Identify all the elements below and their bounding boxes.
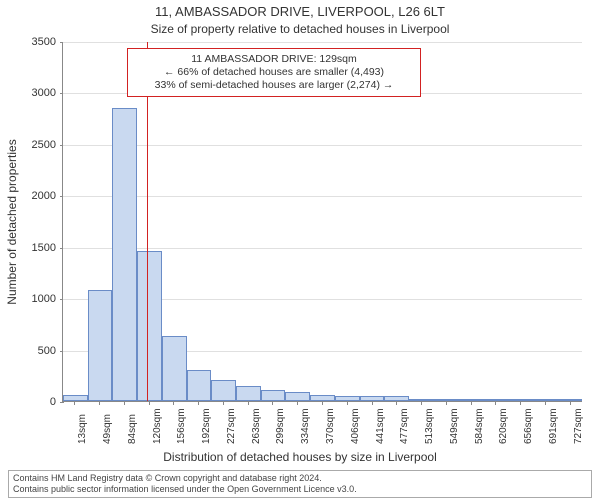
- x-tick-label: 263sqm: [251, 408, 262, 444]
- x-tick-label: 49sqm: [102, 414, 113, 444]
- x-tick-label: 584sqm: [474, 408, 485, 444]
- histogram-bar: [310, 395, 335, 401]
- histogram-bar: [162, 336, 187, 401]
- x-tick-mark: [372, 401, 373, 405]
- y-tick-label: 1500: [18, 242, 56, 254]
- histogram-bar: [508, 399, 533, 401]
- x-tick-label: 370sqm: [325, 408, 336, 444]
- footer-line-2: Contains public sector information licen…: [13, 484, 587, 495]
- x-tick-mark: [322, 401, 323, 405]
- x-tick-label: 334sqm: [300, 408, 311, 444]
- x-tick-label: 656sqm: [523, 408, 534, 444]
- x-tick-mark: [396, 401, 397, 405]
- chart-container: 11, AMBASSADOR DRIVE, LIVERPOOL, L26 6LT…: [0, 0, 600, 500]
- histogram-bar: [211, 380, 236, 401]
- x-tick-mark: [446, 401, 447, 405]
- y-tick-label: 2000: [18, 190, 56, 202]
- histogram-bar: [533, 399, 558, 401]
- x-tick-mark: [347, 401, 348, 405]
- x-tick-label: 441sqm: [375, 408, 386, 444]
- x-tick-label: 727sqm: [573, 408, 584, 444]
- histogram-bar: [459, 399, 484, 401]
- x-tick-mark: [149, 401, 150, 405]
- x-tick-mark: [74, 401, 75, 405]
- histogram-bar: [360, 396, 385, 401]
- page-subtitle: Size of property relative to detached ho…: [0, 22, 600, 36]
- annotation-line-2: ← 66% of detached houses are smaller (4,…: [134, 66, 414, 79]
- x-tick-label: 13sqm: [77, 414, 88, 444]
- x-tick-mark: [223, 401, 224, 405]
- y-tick-label: 3000: [18, 87, 56, 99]
- x-tick-label: 84sqm: [127, 414, 138, 444]
- x-tick-mark: [471, 401, 472, 405]
- histogram-bar: [236, 386, 261, 401]
- page-title: 11, AMBASSADOR DRIVE, LIVERPOOL, L26 6LT: [0, 4, 600, 19]
- y-tick-label: 0: [18, 396, 56, 408]
- y-tick-label: 2500: [18, 139, 56, 151]
- y-tick-label: 500: [18, 345, 56, 357]
- histogram-bar: [384, 396, 409, 401]
- y-tick-label: 3500: [18, 36, 56, 48]
- histogram-bar: [112, 108, 137, 401]
- histogram-bar: [285, 392, 310, 401]
- x-tick-label: 192sqm: [201, 408, 212, 444]
- histogram-bar: [335, 396, 360, 401]
- histogram-bar: [137, 251, 162, 401]
- histogram-bar: [261, 390, 286, 401]
- x-tick-mark: [272, 401, 273, 405]
- x-tick-mark: [495, 401, 496, 405]
- histogram-bar: [88, 290, 113, 401]
- footer-attribution: Contains HM Land Registry data © Crown c…: [8, 470, 592, 498]
- y-axis-label: Number of detached properties: [5, 139, 19, 304]
- x-tick-mark: [297, 401, 298, 405]
- x-tick-label: 549sqm: [449, 408, 460, 444]
- annotation-line-3: 33% of semi-detached houses are larger (…: [134, 79, 414, 92]
- x-tick-mark: [173, 401, 174, 405]
- x-tick-label: 513sqm: [424, 408, 435, 444]
- histogram-bar: [187, 370, 212, 401]
- annotation-line-1: 11 AMBASSADOR DRIVE: 129sqm: [134, 53, 414, 66]
- x-tick-label: 620sqm: [498, 408, 509, 444]
- annotation-box: 11 AMBASSADOR DRIVE: 129sqm ← 66% of det…: [127, 48, 421, 97]
- x-axis-label: Distribution of detached houses by size …: [0, 450, 600, 464]
- histogram-bar: [434, 399, 459, 401]
- y-axis-ticks: 0500100015002000250030003500: [20, 42, 60, 402]
- x-tick-label: 227sqm: [226, 408, 237, 444]
- x-axis-ticks: 13sqm 49sqm 84sqm 120sqm 156sqm 192sqm 227sqm 2…: [62, 402, 582, 452]
- x-tick-label: 156sqm: [176, 408, 187, 444]
- x-tick-mark: [198, 401, 199, 405]
- x-tick-label: 299sqm: [275, 408, 286, 444]
- histogram-bar: [557, 399, 582, 401]
- x-tick-label: 477sqm: [399, 408, 410, 444]
- x-tick-mark: [124, 401, 125, 405]
- x-tick-label: 691sqm: [548, 408, 559, 444]
- x-tick-label: 120sqm: [152, 408, 163, 444]
- x-tick-label: 406sqm: [350, 408, 361, 444]
- footer-line-1: Contains HM Land Registry data © Crown c…: [13, 473, 587, 484]
- x-tick-mark: [545, 401, 546, 405]
- y-tick-label: 1000: [18, 293, 56, 305]
- x-tick-mark: [421, 401, 422, 405]
- plot-area: 11 AMBASSADOR DRIVE: 129sqm ← 66% of det…: [62, 42, 582, 402]
- x-tick-mark: [520, 401, 521, 405]
- histogram-bar: [409, 399, 434, 401]
- x-tick-mark: [570, 401, 571, 405]
- x-tick-mark: [248, 401, 249, 405]
- x-tick-mark: [99, 401, 100, 405]
- histogram-bar: [63, 395, 88, 401]
- histogram-bar: [483, 399, 508, 401]
